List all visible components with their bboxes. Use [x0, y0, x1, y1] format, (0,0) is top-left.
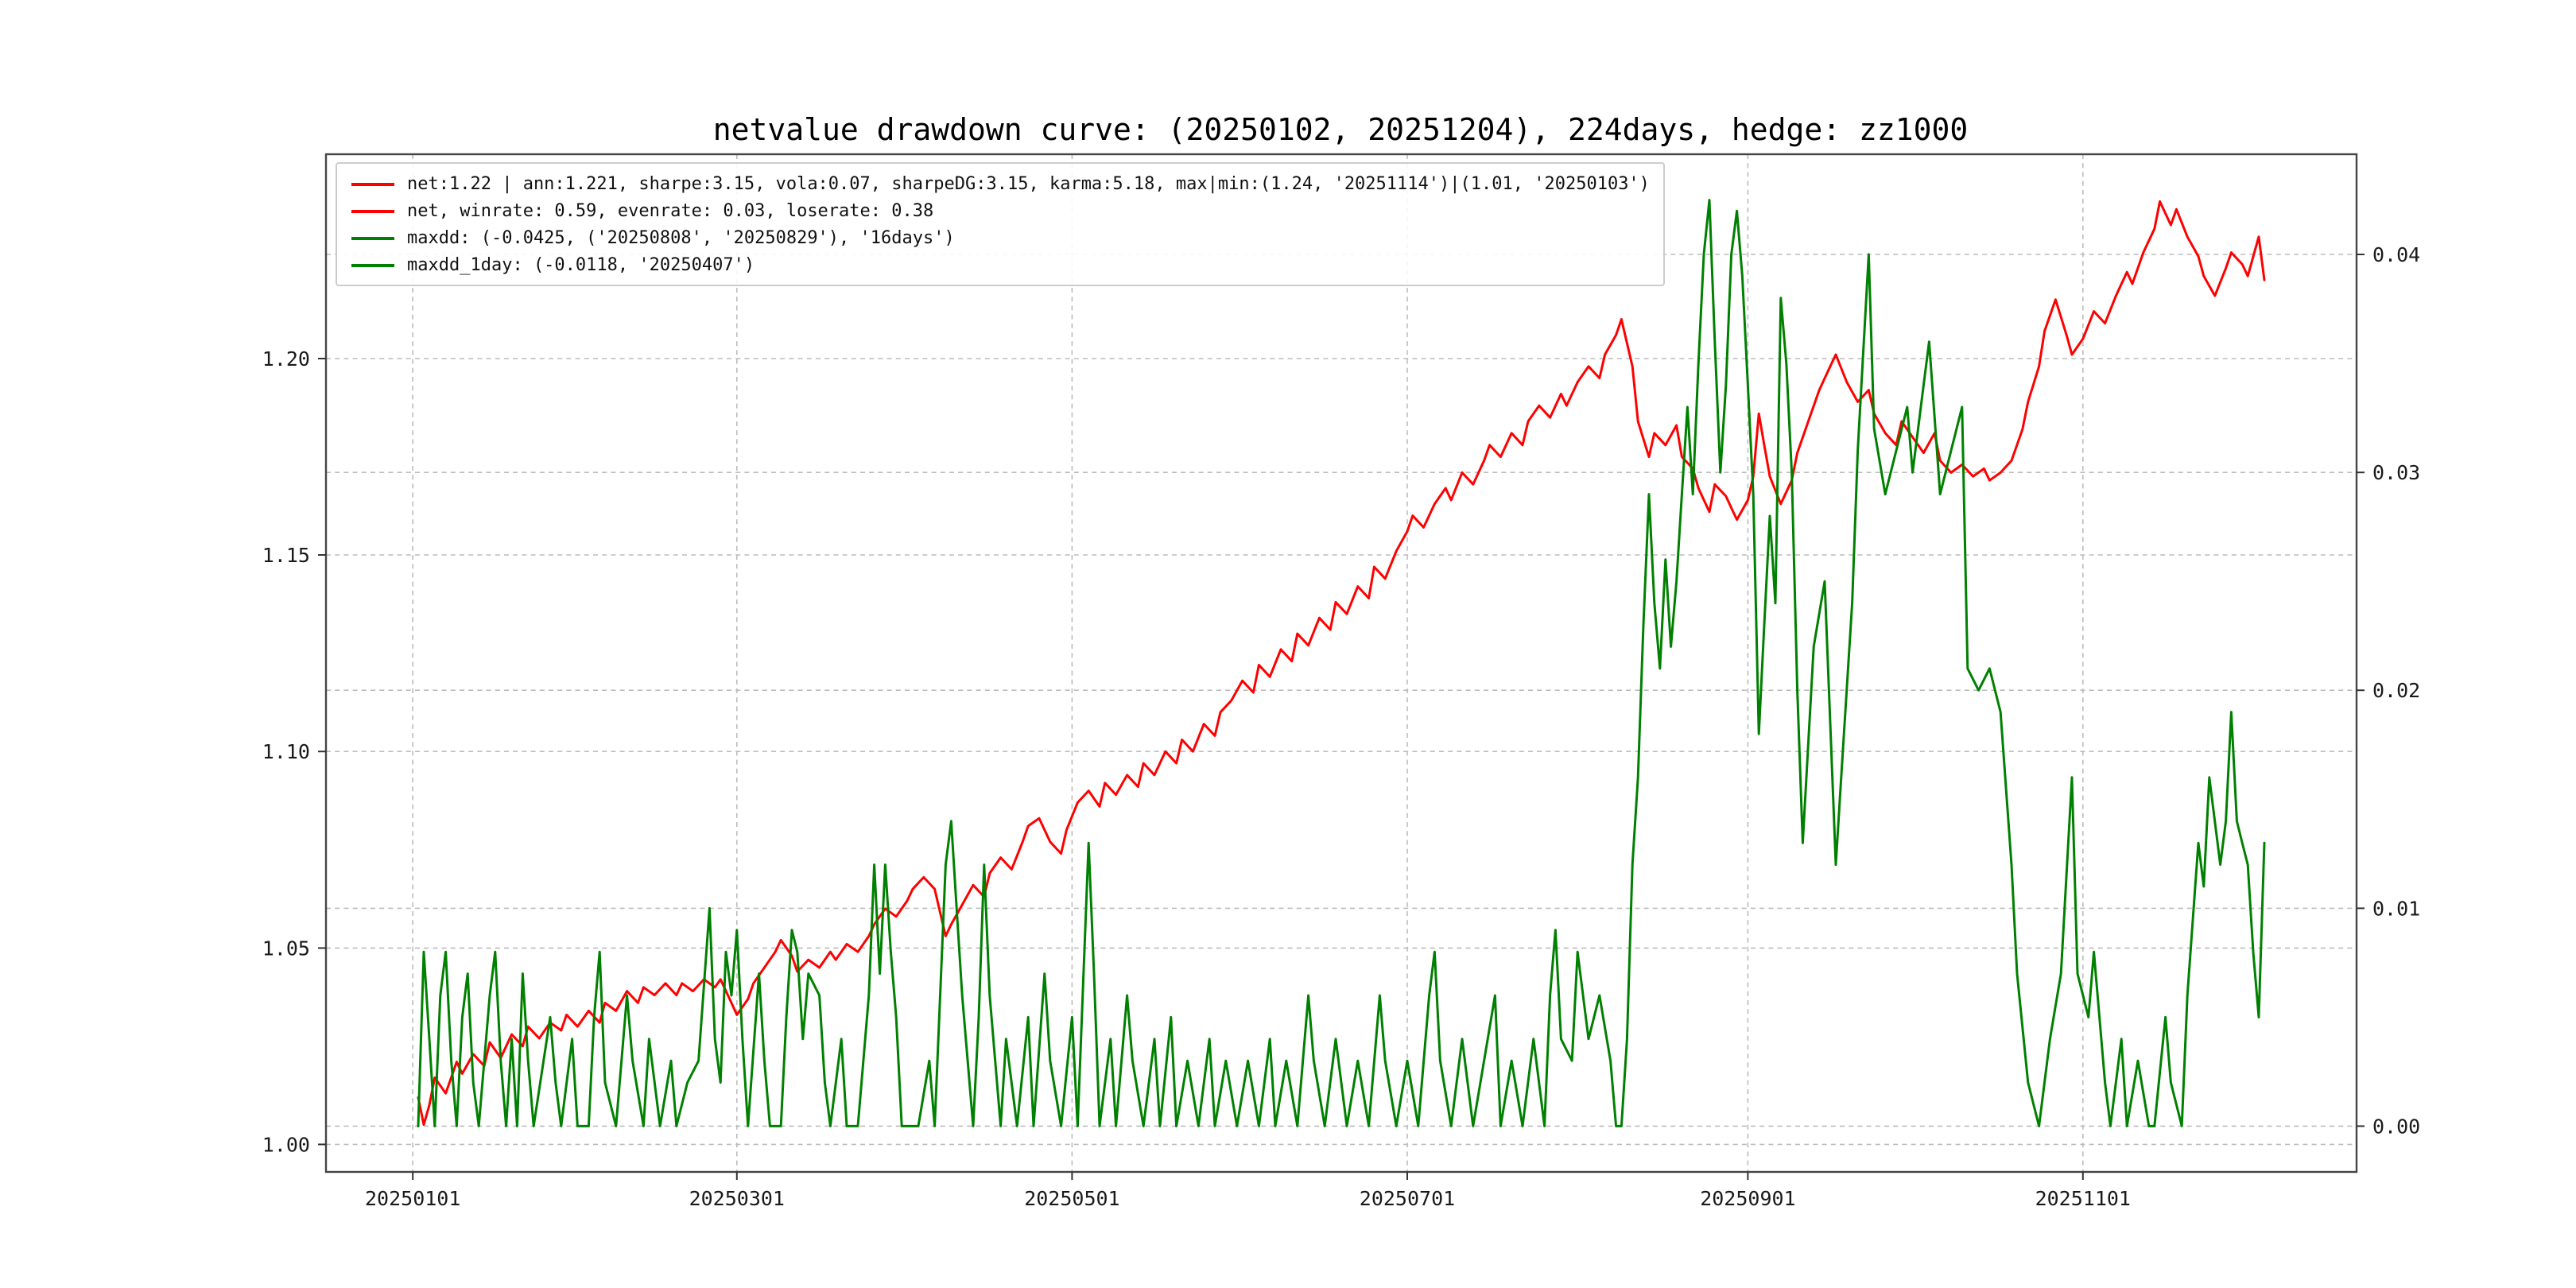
net-line: [417, 200, 2266, 1127]
legend-label: maxdd: (-0.0425, ('20250808', '20250829'…: [407, 227, 955, 248]
left-tick-label: 1.05: [262, 937, 310, 960]
left-tick-label: 1.10: [262, 740, 310, 763]
legend-line-sample: [351, 182, 394, 185]
legend-line-sample: [351, 236, 394, 239]
legend-line-sample: [351, 263, 394, 266]
legend-label: net:1.22 | ann:1.221, sharpe:3.15, vola:…: [407, 173, 1650, 194]
drawdown-line: [417, 199, 2266, 1127]
x-tick-label: 20250101: [365, 1187, 460, 1210]
left-tick-label: 1.15: [262, 544, 310, 567]
right-tick-label: 0.03: [2372, 461, 2420, 484]
x-tick-label: 20250301: [689, 1187, 785, 1210]
right-tick-label: 0.00: [2372, 1115, 2420, 1138]
chart-title: netvalue drawdown curve: (20250102, 2025…: [712, 113, 1969, 148]
legend-item: net:1.22 | ann:1.221, sharpe:3.15, vola:…: [351, 173, 1650, 194]
x-tick-label: 20251101: [2035, 1187, 2131, 1210]
legend-label: maxdd_1day: (-0.0118, '20250407'): [407, 254, 755, 275]
x-tick-label: 20250501: [1024, 1187, 1119, 1210]
x-tick-label: 20250701: [1360, 1187, 1455, 1210]
legend-line-sample: [351, 209, 394, 212]
legend-label: net, winrate: 0.59, evenrate: 0.03, lose…: [407, 200, 934, 221]
right-tick-label: 0.02: [2372, 679, 2420, 702]
left-tick-label: 1.20: [262, 347, 310, 370]
legend: net:1.22 | ann:1.221, sharpe:3.15, vola:…: [336, 162, 1666, 286]
x-tick-label: 20250901: [1700, 1187, 1795, 1210]
right-tick-label: 0.04: [2372, 243, 2420, 266]
legend-item: maxdd_1day: (-0.0118, '20250407'): [351, 254, 1650, 275]
right-tick-label: 0.01: [2372, 897, 2420, 920]
legend-item: maxdd: (-0.0425, ('20250808', '20250829'…: [351, 227, 1650, 248]
plot-border: [324, 153, 2358, 1174]
left-tick-label: 1.00: [262, 1133, 310, 1156]
legend-item: net, winrate: 0.59, evenrate: 0.03, lose…: [351, 200, 1650, 221]
